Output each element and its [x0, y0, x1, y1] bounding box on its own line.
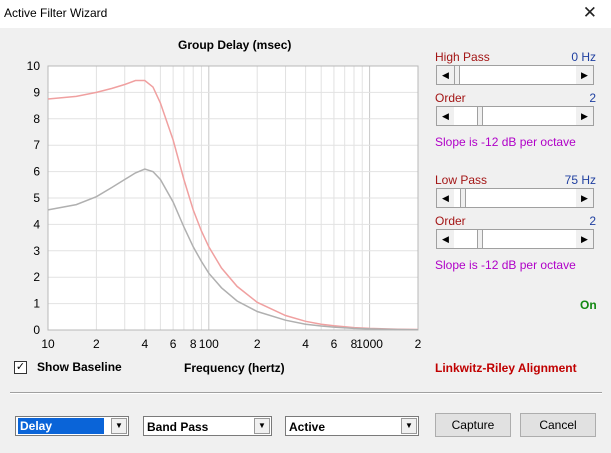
series-line-1 [47, 79, 419, 331]
y-tick-label: 6 [33, 165, 40, 179]
high-pass-slider[interactable]: ◀ ▶ [436, 65, 594, 85]
slider-thumb[interactable] [459, 189, 466, 207]
x-tick-label: 100 [199, 337, 219, 351]
x-tick-label: 8 [351, 337, 358, 351]
x-tick-label: 2 [254, 337, 261, 351]
high-pass-value: 0 Hz [571, 50, 596, 64]
y-tick-label: 4 [33, 217, 40, 231]
arrow-right-icon[interactable]: ▶ [576, 66, 593, 84]
y-tick-label: 3 [33, 244, 40, 258]
plot-frame [47, 65, 419, 331]
show-baseline-checkbox[interactable]: ✓ Show Baseline [14, 360, 122, 374]
x-tick-label: 2 [93, 337, 100, 351]
arrow-left-icon[interactable]: ◀ [437, 107, 454, 125]
checkbox-check-icon[interactable]: ✓ [14, 360, 27, 374]
low-pass-order-slider[interactable]: ◀ ▶ [436, 229, 594, 249]
x-tick-label: 10 [41, 337, 55, 351]
slider-thumb[interactable] [477, 107, 484, 125]
x-axis-label: Frequency (hertz) [184, 361, 285, 375]
y-tick-label: 2 [33, 270, 40, 284]
title-bar: Active Filter Wizard ✕ [0, 0, 611, 28]
arrow-left-icon[interactable]: ◀ [437, 189, 454, 207]
filter-kind-select[interactable]: Active ▼ [285, 416, 419, 436]
capture-button[interactable]: Capture [435, 413, 511, 437]
high-pass-order-value: 2 [589, 91, 596, 105]
arrow-right-icon[interactable]: ▶ [576, 230, 593, 248]
y-tick-label: 10 [27, 59, 41, 73]
y-tick-label: 8 [33, 112, 40, 126]
high-pass-slope-text: Slope is -12 dB per octave [435, 135, 576, 149]
x-tick-label: 8 [190, 337, 197, 351]
mode-select-value: Delay [17, 417, 105, 435]
arrow-right-icon[interactable]: ▶ [576, 189, 593, 207]
y-tick-label: 5 [33, 191, 40, 205]
cancel-button[interactable]: Cancel [520, 413, 596, 437]
arrow-left-icon[interactable]: ◀ [437, 66, 454, 84]
y-tick-label: 7 [33, 138, 40, 152]
y-tick-label: 0 [33, 323, 40, 337]
filter-type-select[interactable]: Band Pass ▼ [143, 416, 272, 436]
window-title: Active Filter Wizard [4, 6, 108, 20]
x-tick-label: 4 [302, 337, 309, 351]
x-tick-label: 2 [415, 337, 422, 351]
y-tick-label: 9 [33, 85, 40, 99]
chevron-down-icon[interactable]: ▼ [111, 418, 127, 434]
slider-thumb[interactable] [454, 66, 460, 84]
chart-title: Group Delay (msec) [178, 38, 292, 52]
x-tick-label: 4 [141, 337, 148, 351]
divider [10, 392, 602, 394]
filter-type-select-value: Band Pass [147, 420, 209, 434]
low-pass-slope-text: Slope is -12 dB per octave [435, 258, 576, 272]
series-line-2 [47, 168, 419, 331]
chevron-down-icon[interactable]: ▼ [401, 418, 417, 434]
slider-thumb[interactable] [477, 230, 484, 248]
show-baseline-label: Show Baseline [37, 360, 122, 374]
x-tick-label: 6 [170, 337, 177, 351]
filter-kind-select-value: Active [289, 420, 326, 434]
low-pass-label: Low Pass [435, 173, 488, 187]
high-pass-label: High Pass [435, 50, 490, 64]
low-pass-order-label: Order [435, 214, 466, 228]
filter-on-status: On [580, 298, 597, 312]
low-pass-order-value: 2 [589, 214, 596, 228]
arrow-right-icon[interactable]: ▶ [576, 107, 593, 125]
alignment-label: Linkwitz-Riley Alignment [435, 361, 577, 375]
mode-select[interactable]: Delay ▼ [15, 416, 129, 436]
x-tick-label: 1000 [356, 337, 383, 351]
close-icon[interactable]: ✕ [582, 3, 597, 22]
y-tick-label: 1 [33, 297, 40, 311]
chevron-down-icon[interactable]: ▼ [254, 418, 270, 434]
low-pass-value: 75 Hz [564, 173, 596, 187]
arrow-left-icon[interactable]: ◀ [437, 230, 454, 248]
high-pass-order-slider[interactable]: ◀ ▶ [436, 106, 594, 126]
x-tick-label: 6 [331, 337, 338, 351]
high-pass-order-label: Order [435, 91, 466, 105]
low-pass-slider[interactable]: ◀ ▶ [436, 188, 594, 208]
